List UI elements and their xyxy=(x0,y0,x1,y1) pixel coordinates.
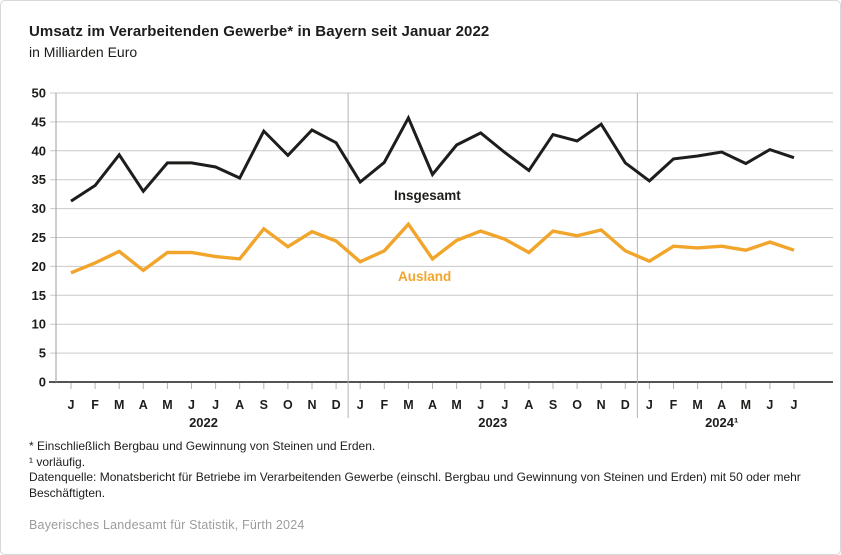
x-tick-label: M xyxy=(692,398,702,412)
x-tick-label: A xyxy=(235,398,244,412)
x-tick-label: O xyxy=(572,398,582,412)
x-tick-label: A xyxy=(428,398,437,412)
x-tick-label: D xyxy=(621,398,630,412)
y-tick-label: 10 xyxy=(32,317,46,332)
x-tick-label: J xyxy=(212,398,219,412)
y-tick-label: 20 xyxy=(32,259,46,274)
page-subtitle: in Milliarden Euro xyxy=(29,44,138,60)
y-tick-label: 25 xyxy=(32,230,46,245)
x-tick-label: M xyxy=(114,398,124,412)
year-label: 2023 xyxy=(478,415,507,430)
publisher-credit: Bayerisches Landesamt für Statistik, Für… xyxy=(29,518,305,532)
x-tick-label: M xyxy=(403,398,413,412)
x-tick-label: O xyxy=(283,398,293,412)
x-tick-label: A xyxy=(139,398,148,412)
x-tick-label: J xyxy=(766,398,773,412)
y-tick-label: 0 xyxy=(39,375,46,390)
x-tick-label: F xyxy=(91,398,99,412)
series-label-ausland: Ausland xyxy=(398,269,451,284)
x-tick-label: J xyxy=(357,398,364,412)
y-tick-label: 45 xyxy=(32,114,46,129)
x-tick-label: J xyxy=(68,398,75,412)
x-tick-label: S xyxy=(260,398,268,412)
y-tick-label: 35 xyxy=(32,172,46,187)
y-tick-label: 50 xyxy=(32,86,46,101)
x-tick-label: A xyxy=(524,398,533,412)
y-tick-label: 30 xyxy=(32,201,46,216)
year-label: 2022 xyxy=(189,415,218,430)
x-tick-label: M xyxy=(451,398,461,412)
series-line-ausland xyxy=(70,221,795,275)
y-tick-label: 15 xyxy=(32,288,46,303)
y-tick-label: 5 xyxy=(39,346,46,361)
footnote-source: Datenquelle: Monatsbericht für Betriebe … xyxy=(29,470,801,501)
x-tick-label: F xyxy=(380,398,388,412)
series-label-insgesamt: Insgesamt xyxy=(394,188,461,203)
x-tick-label: M xyxy=(741,398,751,412)
year-label: 2024¹ xyxy=(705,415,738,430)
x-tick-label: J xyxy=(646,398,653,412)
x-tick-label: J xyxy=(501,398,508,412)
footnote-preliminary: ¹ vorläufig. xyxy=(29,454,86,469)
x-tick-label: A xyxy=(717,398,726,412)
x-tick-label: F xyxy=(670,398,678,412)
x-tick-label: M xyxy=(162,398,172,412)
x-tick-label: J xyxy=(791,398,798,412)
page-title: Umsatz im Verarbeitenden Gewerbe* in Bay… xyxy=(29,23,490,40)
x-tick-label: J xyxy=(477,398,484,412)
footnotes: * Einschließlich Bergbau und Gewinnung v… xyxy=(29,439,823,502)
x-tick-label: D xyxy=(332,398,341,412)
x-tick-label: J xyxy=(188,398,195,412)
x-tick-label: N xyxy=(307,398,316,412)
footnote-asterisk: * Einschließlich Bergbau und Gewinnung v… xyxy=(29,439,376,453)
x-tick-label: N xyxy=(597,398,606,412)
y-tick-label: 40 xyxy=(32,143,46,158)
x-tick-label: S xyxy=(549,398,557,412)
series-line-insgesamt xyxy=(70,114,795,203)
